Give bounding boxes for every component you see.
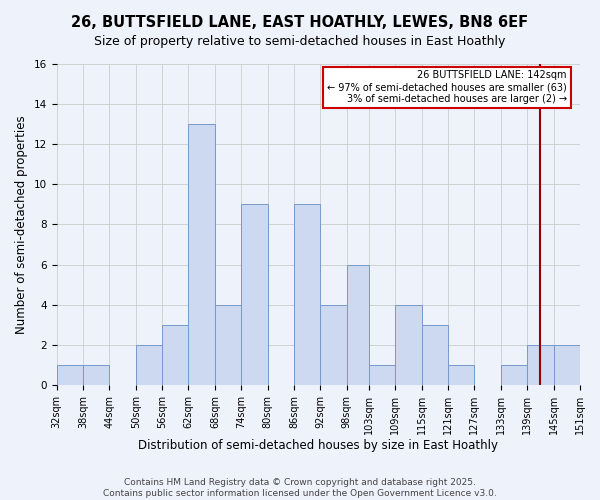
Bar	[369, 365, 395, 385]
Bar	[294, 204, 320, 385]
X-axis label: Distribution of semi-detached houses by size in East Hoathly: Distribution of semi-detached houses by …	[138, 440, 498, 452]
Bar	[162, 324, 188, 385]
Bar	[347, 264, 369, 385]
Text: Contains HM Land Registry data © Crown copyright and database right 2025.
Contai: Contains HM Land Registry data © Crown c…	[103, 478, 497, 498]
Text: Size of property relative to semi-detached houses in East Hoathly: Size of property relative to semi-detach…	[94, 35, 506, 48]
Bar	[554, 344, 580, 385]
Bar	[83, 365, 109, 385]
Bar	[422, 324, 448, 385]
Bar	[215, 304, 241, 385]
Text: 26, BUTTSFIELD LANE, EAST HOATHLY, LEWES, BN8 6EF: 26, BUTTSFIELD LANE, EAST HOATHLY, LEWES…	[71, 15, 529, 30]
Bar	[320, 304, 347, 385]
Bar	[448, 365, 475, 385]
Bar	[56, 365, 83, 385]
Bar	[241, 204, 268, 385]
Text: 26 BUTTSFIELD LANE: 142sqm
← 97% of semi-detached houses are smaller (63)
3% of : 26 BUTTSFIELD LANE: 142sqm ← 97% of semi…	[327, 70, 567, 104]
Bar	[395, 304, 422, 385]
Bar	[188, 124, 215, 385]
Bar	[136, 344, 162, 385]
Y-axis label: Number of semi-detached properties: Number of semi-detached properties	[15, 115, 28, 334]
Bar	[527, 344, 554, 385]
Bar	[501, 365, 527, 385]
